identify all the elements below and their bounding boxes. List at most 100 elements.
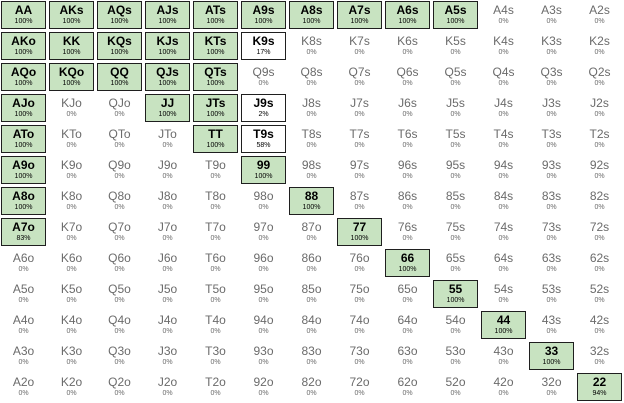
hand-cell-t3o[interactable]: T3o 0% [193,342,238,370]
hand-cell-t8o[interactable]: T8o 0% [193,187,238,215]
hand-cell-87o[interactable]: 87o 0% [289,218,334,246]
hand-cell-94o[interactable]: 94o 0% [241,311,286,339]
hand-cell-q7o[interactable]: Q7o 0% [97,218,142,246]
hand-cell-64o[interactable]: 64o 0% [385,311,430,339]
hand-cell-q5s[interactable]: Q5s 0% [433,63,478,91]
hand-cell-96s[interactable]: 96s 0% [385,156,430,184]
hand-cell-k6o[interactable]: K6o 0% [49,249,94,277]
hand-cell-aqo[interactable]: AQo 100% [1,63,46,91]
hand-cell-kk[interactable]: KK 100% [49,32,94,60]
hand-cell-kqo[interactable]: KQo 100% [49,63,94,91]
hand-cell-aqs[interactable]: AQs 100% [97,1,142,29]
hand-cell-k2s[interactable]: K2s 0% [577,32,622,60]
hand-cell-82o[interactable]: 82o 0% [289,373,334,401]
hand-cell-96o[interactable]: 96o 0% [241,249,286,277]
hand-cell-j6s[interactable]: J6s 0% [385,94,430,122]
hand-cell-a4s[interactable]: A4s 0% [481,1,526,29]
hand-cell-93o[interactable]: 93o 0% [241,342,286,370]
hand-cell-92s[interactable]: 92s 0% [577,156,622,184]
hand-cell-72s[interactable]: 72s 0% [577,218,622,246]
hand-cell-63s[interactable]: 63s 0% [529,249,574,277]
hand-cell-a7s[interactable]: A7s 100% [337,1,382,29]
hand-cell-62o[interactable]: 62o 0% [385,373,430,401]
hand-cell-t3s[interactable]: T3s 0% [529,125,574,153]
hand-cell-t6o[interactable]: T6o 0% [193,249,238,277]
hand-cell-j4s[interactable]: J4s 0% [481,94,526,122]
hand-cell-98o[interactable]: 98o 0% [241,187,286,215]
hand-cell-73s[interactable]: 73s 0% [529,218,574,246]
hand-cell-t9s[interactable]: T9s 58% [241,125,286,153]
hand-cell-ajs[interactable]: AJs 100% [145,1,190,29]
hand-cell-j7o[interactable]: J7o 0% [145,218,190,246]
hand-cell-a3o[interactable]: A3o 0% [1,342,46,370]
hand-cell-k4o[interactable]: K4o 0% [49,311,94,339]
hand-cell-j9s[interactable]: J9s 2% [241,94,286,122]
hand-cell-52s[interactable]: 52s 0% [577,280,622,308]
hand-cell-a6s[interactable]: A6s 100% [385,1,430,29]
hand-cell-j5o[interactable]: J5o 0% [145,280,190,308]
hand-cell-t4o[interactable]: T4o 0% [193,311,238,339]
hand-cell-a3s[interactable]: A3s 0% [529,1,574,29]
hand-cell-q8s[interactable]: Q8s 0% [289,63,334,91]
hand-cell-99[interactable]: 99 100% [241,156,286,184]
hand-cell-95o[interactable]: 95o 0% [241,280,286,308]
hand-cell-qjs[interactable]: QJs 100% [145,63,190,91]
hand-cell-54o[interactable]: 54o 0% [433,311,478,339]
hand-cell-jj[interactable]: JJ 100% [145,94,190,122]
hand-cell-kto[interactable]: KTo 0% [49,125,94,153]
hand-cell-k7s[interactable]: K7s 0% [337,32,382,60]
hand-cell-53o[interactable]: 53o 0% [433,342,478,370]
hand-cell-75o[interactable]: 75o 0% [337,280,382,308]
hand-cell-32o[interactable]: 32o 0% [529,373,574,401]
hand-cell-q2o[interactable]: Q2o 0% [97,373,142,401]
hand-cell-t6s[interactable]: T6s 0% [385,125,430,153]
hand-cell-j4o[interactable]: J4o 0% [145,311,190,339]
hand-cell-t2o[interactable]: T2o 0% [193,373,238,401]
hand-cell-j8s[interactable]: J8s 0% [289,94,334,122]
hand-cell-64s[interactable]: 64s 0% [481,249,526,277]
hand-cell-k3s[interactable]: K3s 0% [529,32,574,60]
hand-cell-j5s[interactable]: J5s 0% [433,94,478,122]
hand-cell-j6o[interactable]: J6o 0% [145,249,190,277]
hand-cell-a6o[interactable]: A6o 0% [1,249,46,277]
hand-cell-kqs[interactable]: KQs 100% [97,32,142,60]
hand-cell-k2o[interactable]: K2o 0% [49,373,94,401]
hand-cell-q9o[interactable]: Q9o 0% [97,156,142,184]
hand-cell-54s[interactable]: 54s 0% [481,280,526,308]
hand-cell-76s[interactable]: 76s 0% [385,218,430,246]
hand-cell-kts[interactable]: KTs 100% [193,32,238,60]
hand-cell-jts[interactable]: JTs 100% [193,94,238,122]
hand-cell-87s[interactable]: 87s 0% [337,187,382,215]
hand-cell-86s[interactable]: 86s 0% [385,187,430,215]
hand-cell-q8o[interactable]: Q8o 0% [97,187,142,215]
hand-cell-k4s[interactable]: K4s 0% [481,32,526,60]
hand-cell-t7s[interactable]: T7s 0% [337,125,382,153]
hand-cell-62s[interactable]: 62s 0% [577,249,622,277]
hand-cell-76o[interactable]: 76o 0% [337,249,382,277]
hand-cell-83s[interactable]: 83s 0% [529,187,574,215]
hand-cell-a8s[interactable]: A8s 100% [289,1,334,29]
hand-cell-82s[interactable]: 82s 0% [577,187,622,215]
hand-cell-t4s[interactable]: T4s 0% [481,125,526,153]
hand-cell-kjo[interactable]: KJo 0% [49,94,94,122]
hand-cell-a8o[interactable]: A8o 100% [1,187,46,215]
hand-cell-t7o[interactable]: T7o 0% [193,218,238,246]
hand-cell-q3s[interactable]: Q3s 0% [529,63,574,91]
hand-cell-j2o[interactable]: J2o 0% [145,373,190,401]
hand-cell-k3o[interactable]: K3o 0% [49,342,94,370]
hand-cell-qq[interactable]: QQ 100% [97,63,142,91]
hand-cell-97o[interactable]: 97o 0% [241,218,286,246]
hand-cell-84s[interactable]: 84s 0% [481,187,526,215]
hand-cell-94s[interactable]: 94s 0% [481,156,526,184]
hand-cell-k8o[interactable]: K8o 0% [49,187,94,215]
hand-cell-a7o[interactable]: A7o 83% [1,218,46,246]
hand-cell-t8s[interactable]: T8s 0% [289,125,334,153]
hand-cell-ats[interactable]: ATs 100% [193,1,238,29]
hand-cell-j7s[interactable]: J7s 0% [337,94,382,122]
hand-cell-k5s[interactable]: K5s 0% [433,32,478,60]
hand-cell-kjs[interactable]: KJs 100% [145,32,190,60]
hand-cell-aks[interactable]: AKs 100% [49,1,94,29]
hand-cell-qto[interactable]: QTo 0% [97,125,142,153]
hand-cell-j3o[interactable]: J3o 0% [145,342,190,370]
hand-cell-jto[interactable]: JTo 0% [145,125,190,153]
